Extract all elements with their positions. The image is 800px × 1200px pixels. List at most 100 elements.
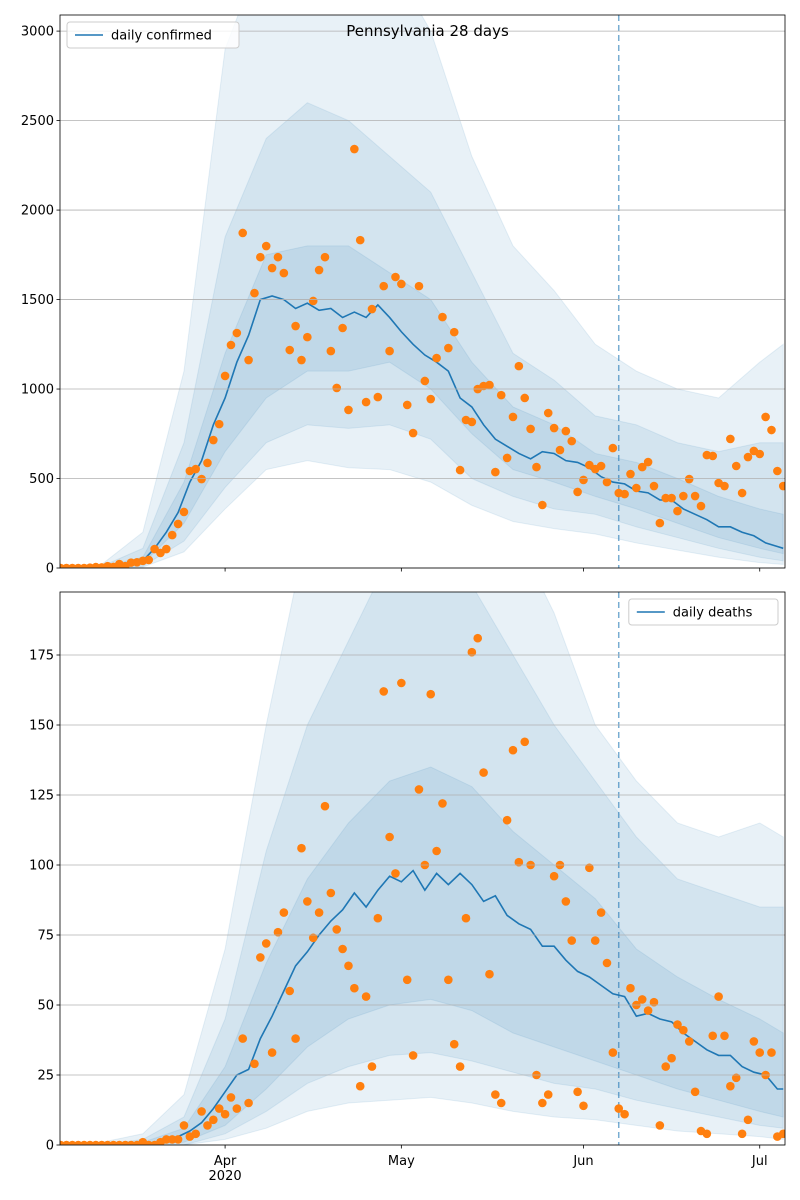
data-point	[585, 863, 594, 873]
data-point	[714, 992, 723, 1001]
data-point	[538, 500, 547, 510]
data-point	[602, 958, 612, 968]
axes-frame	[59, 14, 786, 569]
data-point	[626, 469, 635, 479]
data-point	[661, 493, 671, 503]
y-tick-label: 175	[29, 649, 54, 664]
data-point	[438, 799, 447, 808]
series-line	[60, 869, 784, 1145]
data-point	[256, 252, 265, 262]
data-point	[250, 1059, 259, 1069]
data-point	[508, 412, 518, 422]
y-tick-label: 1500	[21, 293, 54, 308]
data-point	[573, 487, 582, 497]
data-point	[238, 228, 248, 238]
data-point	[338, 323, 347, 333]
data-point	[608, 1048, 618, 1057]
data-point	[355, 1081, 365, 1091]
data-point	[561, 426, 571, 436]
data-point	[602, 477, 612, 487]
data-point	[402, 975, 412, 985]
data-point	[667, 1053, 676, 1063]
data-point	[532, 462, 541, 472]
data-point	[214, 1104, 224, 1113]
data-point	[238, 1034, 248, 1043]
data-point	[432, 353, 441, 363]
data-point	[761, 412, 770, 422]
band	[60, 102, 784, 568]
data-point	[555, 445, 565, 455]
data-point	[649, 997, 659, 1007]
data-point	[444, 975, 453, 985]
y-tick-label: 0	[46, 1139, 54, 1154]
data-point	[573, 1087, 582, 1097]
data-point	[167, 530, 177, 540]
data-point	[256, 953, 265, 962]
y-tick-label: 1000	[21, 383, 54, 398]
data-point	[408, 1051, 418, 1060]
chart-title: Pennsylvania 28 days	[346, 22, 509, 40]
data-point	[485, 380, 494, 390]
data-point	[726, 1081, 735, 1091]
data-point	[596, 908, 606, 917]
data-point	[314, 265, 324, 275]
band	[60, 245, 784, 568]
data-point	[767, 1048, 776, 1057]
data-point	[567, 936, 577, 945]
data-point	[244, 1098, 253, 1108]
data-point	[543, 1090, 553, 1099]
data-point	[344, 961, 353, 971]
data-point	[273, 927, 283, 937]
legend-label: daily deaths	[673, 606, 753, 621]
data-point	[579, 475, 588, 485]
y-tick-label: 2000	[21, 204, 54, 219]
data-point	[162, 544, 171, 554]
data-point	[350, 144, 359, 154]
x-tick-label: Apr 2020	[209, 1154, 242, 1184]
x-tick-label: Jul	[751, 1154, 768, 1169]
data-point	[385, 832, 394, 842]
data-point	[379, 687, 389, 696]
data-point	[538, 1098, 547, 1108]
data-point	[179, 507, 189, 517]
data-point	[614, 1104, 624, 1113]
band	[60, 15, 784, 568]
data-point	[491, 467, 500, 477]
data-point	[684, 474, 694, 484]
data-point	[643, 457, 653, 467]
data-point	[344, 405, 353, 415]
data-point	[373, 392, 383, 402]
data-point	[496, 390, 506, 400]
data-point	[743, 1115, 753, 1125]
data-point	[479, 768, 488, 777]
data-point	[397, 678, 406, 688]
data-point	[426, 689, 436, 699]
data-point	[726, 434, 735, 444]
data-point	[332, 383, 342, 393]
data-point	[303, 332, 312, 342]
data-point	[679, 1025, 688, 1035]
data-point	[279, 908, 289, 917]
data-point	[332, 925, 342, 934]
data-point	[303, 897, 312, 906]
data-point	[355, 235, 365, 245]
data-point	[696, 501, 706, 511]
data-point	[743, 452, 753, 462]
data-point	[632, 483, 641, 493]
data-point	[203, 1121, 212, 1130]
data-point	[767, 425, 776, 435]
x-tick-label: Jun	[572, 1154, 593, 1169]
data-point	[367, 304, 377, 314]
data-point	[220, 1109, 230, 1119]
data-point	[338, 944, 347, 954]
data-point	[297, 355, 306, 365]
data-point	[514, 857, 524, 867]
data-point	[244, 355, 253, 365]
data-point	[549, 871, 559, 881]
data-point	[379, 281, 389, 291]
data-point	[749, 1037, 759, 1046]
panel: 0 500 1000 1500 2000 2500 3000 Pennsylvania 28 …	[21, 14, 786, 577]
data-point	[308, 933, 318, 943]
data-point	[426, 394, 436, 404]
data-point	[473, 633, 483, 643]
